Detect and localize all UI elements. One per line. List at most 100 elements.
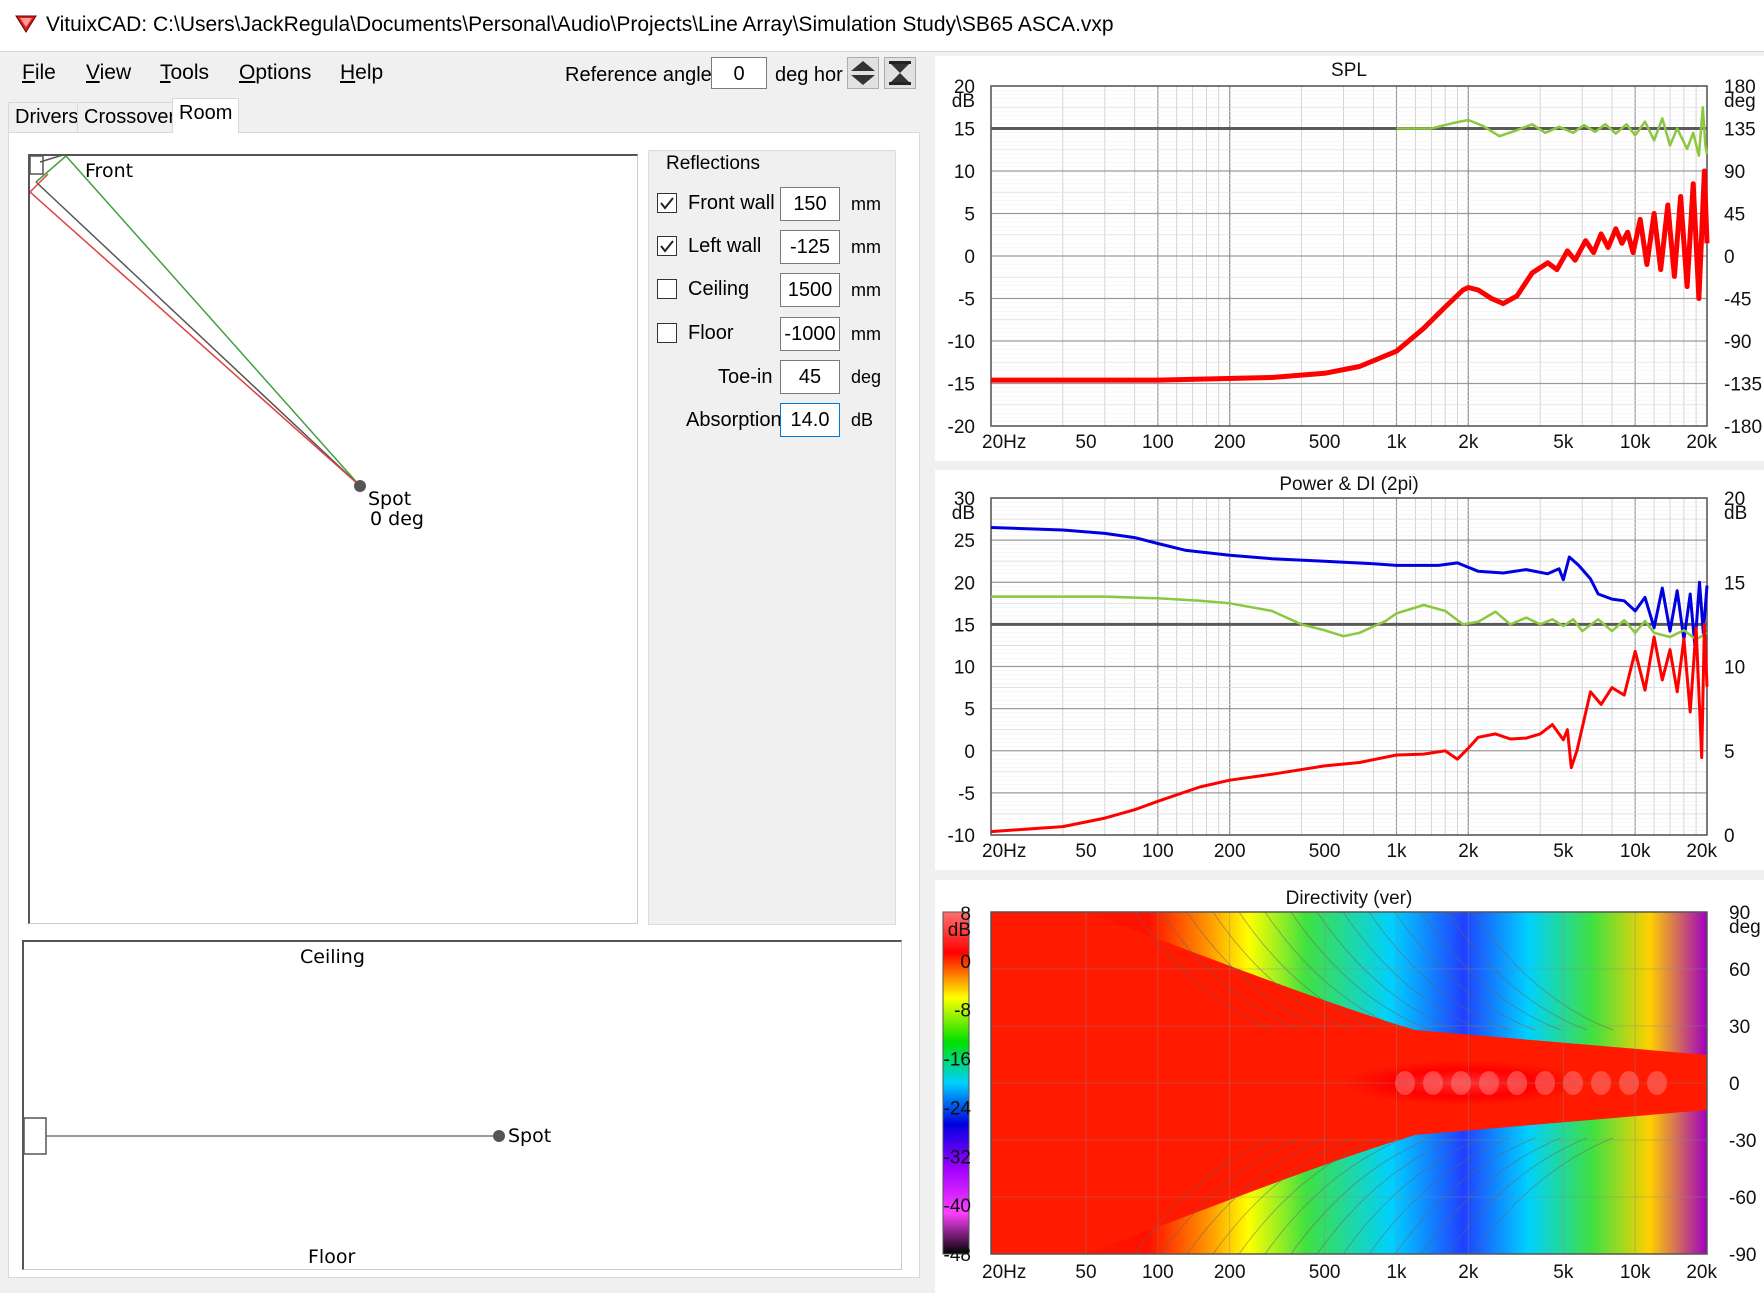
menu-bar: File View Tools Options Help bbox=[0, 55, 555, 91]
menu-file[interactable]: File bbox=[22, 61, 56, 84]
x-tick-label: 5k bbox=[1553, 1262, 1574, 1283]
y-tick-label: -90 bbox=[1724, 332, 1751, 353]
ceiling-unit: mm bbox=[851, 280, 881, 300]
contour-lower bbox=[1186, 1137, 1328, 1255]
y-tick-label: 0 bbox=[1724, 247, 1735, 268]
tab-crossover[interactable]: Crossover bbox=[77, 102, 183, 132]
left-wall-checkbox[interactable] bbox=[657, 236, 677, 256]
toe-in-unit: deg bbox=[851, 367, 882, 387]
toe-in-input[interactable]: 45 bbox=[780, 360, 840, 394]
hourglass-icon bbox=[889, 61, 911, 85]
spl-chart[interactable]: SPL20151050-5-10-15-20dB18013590450-45-9… bbox=[935, 56, 1764, 461]
x-tick-label: 20k bbox=[1686, 432, 1717, 453]
ceiling-view-label: Ceiling bbox=[300, 946, 365, 968]
y-tick-label: 30 bbox=[954, 489, 975, 510]
x-tick-label: 20k bbox=[1686, 1262, 1717, 1283]
contour-lower bbox=[1420, 1137, 1562, 1255]
y-tick-label: 60 bbox=[1729, 960, 1750, 981]
colorbar-tick-label: -24 bbox=[944, 1098, 972, 1119]
y-tick-label: -60 bbox=[1729, 1188, 1756, 1209]
y-tick-label: -20 bbox=[948, 417, 975, 438]
contour-upper bbox=[1420, 911, 1562, 1031]
colorbar-tick-label: -16 bbox=[944, 1050, 971, 1071]
menu-view[interactable]: View bbox=[86, 61, 132, 84]
chart-title: Power & DI (2pi) bbox=[1279, 474, 1418, 495]
y-tick-label: 5 bbox=[964, 700, 975, 721]
chart-background bbox=[935, 470, 1764, 870]
hourglass-button[interactable] bbox=[884, 57, 916, 89]
y-tick-label: 15 bbox=[1724, 573, 1745, 594]
y-tick-label: 25 bbox=[954, 531, 975, 552]
y-tick-label: 45 bbox=[1724, 205, 1745, 226]
contour-upper bbox=[1446, 911, 1588, 1031]
y-tick-label: 0 bbox=[1729, 1074, 1740, 1095]
floor-checkbox[interactable] bbox=[657, 323, 677, 343]
y-tick-label: -10 bbox=[948, 826, 975, 847]
left-wall-input[interactable]: -125 bbox=[780, 230, 840, 264]
x-tick-label: 50 bbox=[1075, 1262, 1096, 1283]
x-tick-label: 50 bbox=[1075, 841, 1096, 862]
contour-lower bbox=[1238, 1137, 1380, 1255]
y-tick-label: 10 bbox=[954, 162, 975, 183]
y-tick-label: -30 bbox=[1729, 1131, 1756, 1152]
tab-drivers[interactable]: Drivers bbox=[8, 102, 86, 132]
contour-upper bbox=[1472, 911, 1614, 1031]
y-tick-label: 5 bbox=[1724, 742, 1735, 763]
x-tick-label: 100 bbox=[1142, 1262, 1174, 1283]
directivity-chart[interactable]: 8 0 -8 -16 -24 -32 -40 -48 dB Directivity (ver) 90… bbox=[935, 880, 1764, 1293]
y-tick-label: -5 bbox=[958, 784, 975, 805]
chart-grid bbox=[990, 497, 1708, 836]
colorbar-tick-label: -32 bbox=[944, 1147, 971, 1168]
axis-unit-label: deg bbox=[1729, 917, 1761, 938]
x-tick-label: 2k bbox=[1458, 841, 1479, 862]
series-green-line bbox=[1396, 106, 1709, 157]
contour-upper bbox=[1134, 911, 1276, 1031]
up-down-arrows-icon bbox=[851, 61, 875, 85]
contour-upper bbox=[1160, 911, 1302, 1031]
left-wall-unit: mm bbox=[851, 237, 881, 257]
x-tick-label: 500 bbox=[1309, 841, 1341, 862]
absorption-input[interactable]: 14.0 bbox=[780, 403, 840, 437]
menu-options[interactable]: Options bbox=[239, 61, 312, 84]
contour-upper bbox=[1186, 911, 1328, 1031]
ceiling-label: Ceiling bbox=[688, 278, 750, 300]
y-tick-label: 5 bbox=[964, 205, 975, 226]
colorbar-tick-label: 8 bbox=[960, 904, 971, 925]
reflections-title: Reflections bbox=[664, 153, 762, 175]
ceiling-input[interactable]: 1500 bbox=[780, 273, 840, 307]
x-tick-label: 2k bbox=[1458, 432, 1479, 453]
tab-room[interactable]: Room bbox=[172, 98, 240, 133]
room-plan-view[interactable]: Front Spot 0 deg bbox=[28, 154, 638, 924]
contour-lower bbox=[1342, 1137, 1484, 1255]
x-tick-label: 10k bbox=[1620, 1262, 1651, 1283]
y-tick-label: 180 bbox=[1724, 77, 1756, 98]
menu-help[interactable]: Help bbox=[340, 61, 384, 84]
front-wall-checkbox[interactable] bbox=[657, 193, 677, 213]
y-tick-label: 20 bbox=[1724, 489, 1745, 510]
front-wall-input[interactable]: 150 bbox=[780, 187, 840, 221]
contour-upper bbox=[1394, 911, 1536, 1031]
contour-lower bbox=[1316, 1137, 1458, 1255]
reflections-group bbox=[648, 150, 896, 925]
y-tick-label: 135 bbox=[1724, 120, 1756, 141]
floor-input[interactable]: -1000 bbox=[780, 317, 840, 351]
x-tick-label: 100 bbox=[1142, 841, 1174, 862]
colorbar-tick-label: -8 bbox=[954, 1001, 971, 1022]
menu-tools[interactable]: Tools bbox=[160, 61, 210, 84]
x-tick-label: 10k bbox=[1620, 432, 1651, 453]
left-wall-label: Left wall bbox=[688, 235, 762, 257]
axis-unit-label: deg bbox=[1724, 91, 1756, 112]
room-elevation-view[interactable]: Ceiling Spot Floor bbox=[22, 940, 902, 1270]
x-tick-label: 1k bbox=[1386, 1262, 1407, 1283]
axis-unit-label: dB bbox=[1724, 503, 1747, 524]
reference-angle-input[interactable]: 0 bbox=[711, 57, 767, 89]
y-tick-label: -90 bbox=[1729, 1245, 1756, 1266]
toe-in-label: Toe-in bbox=[718, 366, 773, 388]
x-tick-label: 2k bbox=[1458, 1262, 1479, 1283]
angle-up-down-button[interactable] bbox=[847, 57, 879, 89]
power-di-chart[interactable]: Power & DI (2pi)302520151050-5-10dB20151… bbox=[935, 470, 1764, 870]
y-tick-label: -180 bbox=[1724, 417, 1762, 438]
y-tick-label: 15 bbox=[954, 615, 975, 636]
x-tick-label: 20Hz bbox=[982, 432, 1026, 453]
ceiling-checkbox[interactable] bbox=[657, 279, 677, 299]
